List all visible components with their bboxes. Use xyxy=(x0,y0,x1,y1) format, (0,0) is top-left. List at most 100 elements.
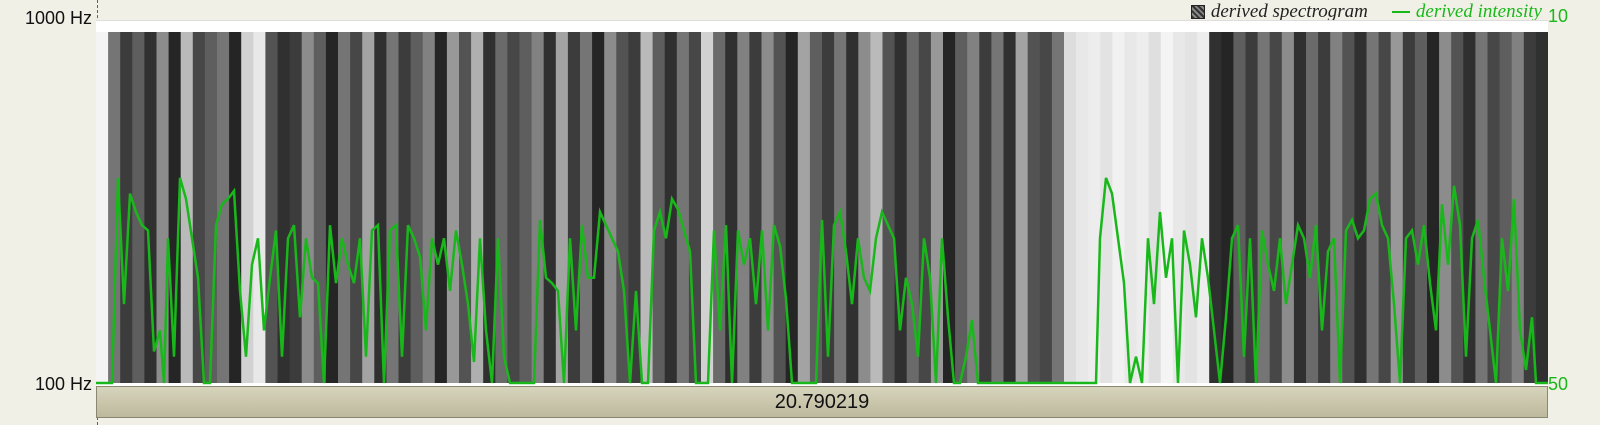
spectrogram-bands xyxy=(96,32,1548,383)
spectrogram-band xyxy=(483,32,496,383)
y-axis-bottom-label: 100 Hz xyxy=(34,374,92,394)
spectrogram-band xyxy=(834,32,847,383)
spectrogram-band xyxy=(785,32,799,383)
spectrogram-band xyxy=(1112,32,1126,383)
intensity-line-icon xyxy=(1391,11,1410,13)
spectrogram-band xyxy=(918,32,932,383)
spectrogram-band xyxy=(1487,32,1501,383)
spectrogram-band xyxy=(1185,32,1198,383)
spectrogram-band xyxy=(338,32,351,383)
spectrogram-band xyxy=(882,32,896,383)
spectrogram-band xyxy=(495,32,508,383)
spectrogram-band xyxy=(1027,32,1041,383)
spectrogram-band xyxy=(120,32,133,383)
spectrogram-band xyxy=(1088,32,1101,383)
spectrogram-band xyxy=(1269,32,1283,383)
spectrogram-band xyxy=(628,32,642,383)
spectrogram-band xyxy=(459,32,472,383)
spectrogram-band xyxy=(1342,32,1355,383)
spectrogram-band xyxy=(325,32,339,383)
spectrogram-band xyxy=(1330,32,1343,383)
spectrogram-swatch-icon xyxy=(1190,5,1205,19)
spectrogram-band xyxy=(1535,32,1548,383)
total-duration: 20.790219 xyxy=(774,390,870,413)
spectrogram-plot[interactable] xyxy=(96,20,1548,385)
spectrogram-band xyxy=(531,32,545,383)
spectrogram-band xyxy=(1499,32,1513,383)
time-bar[interactable]: 20.790219 xyxy=(96,386,1548,418)
spectrogram-band xyxy=(1076,32,1089,383)
spectrogram-band xyxy=(1039,32,1053,383)
spectrogram-band xyxy=(580,32,593,383)
spectrogram-band xyxy=(350,32,363,383)
spectrogram-band xyxy=(1015,32,1029,383)
spectrogram-band xyxy=(156,32,170,383)
spectrogram-band xyxy=(749,32,763,383)
spectrogram-band xyxy=(507,32,521,383)
spectrogram-band xyxy=(96,32,109,383)
spectrogram-band xyxy=(809,32,823,383)
spectrogram-band xyxy=(144,32,158,383)
spectrogram-band xyxy=(991,32,1005,383)
spectrogram-band xyxy=(1475,32,1489,383)
spectrogram-band xyxy=(1245,32,1259,383)
legend-intensity-label: derived intensity xyxy=(1415,1,1542,22)
right-axis-top-label: 10 xyxy=(1548,6,1569,26)
spectrogram-band xyxy=(1148,32,1162,383)
spectrogram-band xyxy=(1051,32,1065,383)
spectrogram-band xyxy=(1523,32,1537,383)
spectrogram-band xyxy=(277,32,291,383)
spectrogram-band xyxy=(773,32,787,383)
spectrogram-band xyxy=(217,32,230,383)
spectrogram-band xyxy=(362,32,375,383)
spectrogram-band xyxy=(1100,32,1113,383)
spectrogram-band xyxy=(434,32,448,383)
spectrogram-band xyxy=(737,32,750,383)
spectrogram-band xyxy=(301,32,315,383)
spectrogram-band xyxy=(1306,32,1319,383)
spectrogram-band xyxy=(567,32,581,383)
spectrogram-band xyxy=(132,32,145,383)
right-axis-bottom-label: 50 xyxy=(1548,374,1569,394)
spectrogram-band xyxy=(543,32,557,383)
spectrogram-band xyxy=(1124,32,1138,383)
spectrogram-band xyxy=(967,32,980,383)
spectrogram-band xyxy=(519,32,533,383)
spectrogram-band xyxy=(1209,32,1222,383)
spectrogram-band xyxy=(1414,32,1428,383)
spectrogram-band xyxy=(422,32,436,383)
spectrogram-band xyxy=(676,32,690,383)
spectrogram-band xyxy=(1378,32,1392,383)
spectrogram-band xyxy=(640,32,654,383)
spectrogram-band xyxy=(701,32,714,383)
spectrogram-band xyxy=(616,32,629,383)
spectrogram-band xyxy=(1293,32,1307,383)
spectrogram-band xyxy=(1197,32,1210,383)
spectrogram-band xyxy=(374,32,387,383)
spectrogram-band xyxy=(386,32,400,383)
spectrogram-band xyxy=(1064,32,1077,383)
spectrogram-band xyxy=(1281,32,1295,383)
legend-spectrogram-label: derived spectrogram xyxy=(1210,1,1368,22)
spectrogram-band xyxy=(725,32,738,383)
spectrogram-band xyxy=(906,32,920,383)
legend: derived spectrogram derived intensity xyxy=(1190,0,1542,24)
spectrogram-band xyxy=(846,32,859,383)
spectrogram-band xyxy=(313,32,327,383)
spectrogram-band xyxy=(955,32,968,383)
spectrogram-band xyxy=(858,32,871,383)
spectrogram-band xyxy=(1439,32,1452,383)
spectrogram-band xyxy=(1233,32,1247,383)
spectrogram-band xyxy=(592,32,605,383)
spectrogram-band xyxy=(1366,32,1380,383)
y-axis-top-label: 1000 Hz xyxy=(24,8,92,28)
spectrogram-band xyxy=(398,32,412,383)
spectrogram-band xyxy=(1318,32,1331,383)
spectrogram-band xyxy=(410,32,424,383)
spectrogram-band xyxy=(1511,32,1525,383)
spectrogram-band xyxy=(1463,32,1476,383)
spectrogram-band xyxy=(797,32,811,383)
spectrogram-band xyxy=(1427,32,1440,383)
spectrogram-band xyxy=(1402,32,1416,383)
